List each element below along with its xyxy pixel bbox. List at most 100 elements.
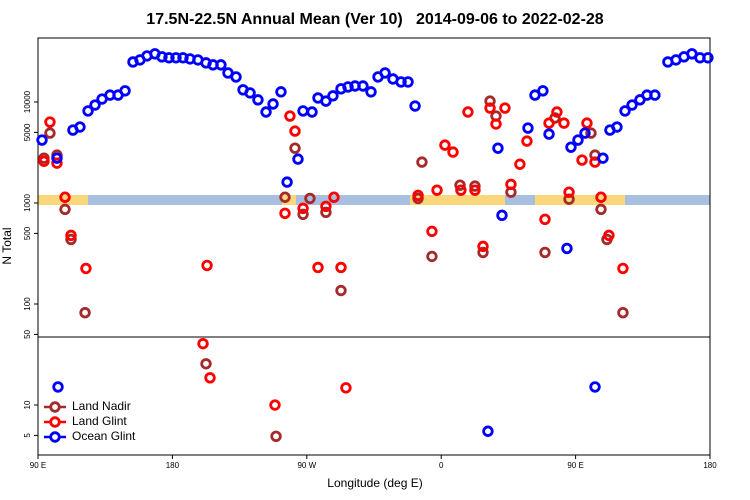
point — [447, 146, 459, 158]
point — [395, 76, 407, 88]
point — [402, 76, 414, 88]
point — [611, 121, 623, 133]
point — [357, 80, 369, 92]
point — [576, 154, 588, 166]
point — [267, 98, 279, 110]
y-axis-label: N Total — [0, 227, 14, 264]
point — [626, 99, 638, 111]
point — [270, 430, 282, 443]
series — [38, 102, 629, 411]
point — [306, 106, 318, 118]
y-tick-label: 500 — [23, 226, 32, 240]
point — [36, 134, 48, 146]
point — [51, 152, 63, 164]
point — [38, 155, 50, 167]
series — [38, 95, 629, 443]
point — [490, 118, 502, 130]
point — [252, 94, 264, 106]
point — [379, 67, 391, 79]
legend-marker — [49, 401, 61, 413]
point — [279, 191, 291, 203]
point — [521, 135, 533, 147]
point — [543, 117, 555, 129]
y-tick-label: 50 — [23, 329, 32, 338]
point — [499, 102, 511, 114]
point — [426, 225, 438, 238]
point — [328, 191, 340, 203]
x-tick-label: 90 E — [567, 461, 583, 470]
point — [312, 261, 324, 274]
point — [431, 184, 443, 196]
point — [289, 125, 301, 137]
point — [462, 106, 474, 118]
point — [342, 81, 354, 93]
point — [281, 176, 293, 188]
point — [82, 105, 94, 117]
point — [170, 52, 182, 64]
y-tick-label: 1000 — [23, 194, 32, 212]
x-tick-label: 90 W — [297, 461, 316, 470]
point — [595, 203, 607, 216]
point — [197, 337, 209, 350]
point — [469, 180, 481, 192]
point — [617, 262, 629, 275]
y-tick-label: 100 — [23, 297, 32, 311]
point — [89, 99, 101, 111]
point — [492, 142, 504, 154]
point — [65, 229, 77, 242]
point — [59, 203, 71, 216]
point — [484, 102, 496, 114]
point — [551, 106, 563, 118]
point — [44, 116, 56, 128]
point — [579, 127, 591, 139]
plot-frame — [37, 37, 711, 456]
point — [581, 117, 593, 129]
y-tick-label: 5 — [23, 433, 32, 438]
point — [156, 51, 168, 63]
point — [455, 184, 467, 196]
x-tick-label: 180 — [703, 461, 717, 470]
point — [496, 209, 508, 222]
point — [543, 128, 555, 140]
point — [340, 382, 352, 394]
x-tick-label: 90 E — [30, 461, 46, 470]
point — [409, 100, 421, 112]
point — [177, 52, 189, 64]
point — [119, 85, 131, 97]
point — [59, 191, 71, 203]
point — [297, 105, 309, 117]
point — [244, 87, 256, 99]
point — [320, 200, 332, 213]
point — [335, 284, 347, 297]
point — [603, 229, 615, 242]
point — [163, 52, 175, 64]
point — [514, 158, 526, 170]
point — [292, 153, 304, 165]
point — [365, 86, 377, 98]
point — [289, 142, 301, 154]
point — [439, 139, 451, 151]
point — [426, 250, 438, 263]
point — [617, 307, 629, 319]
series — [36, 48, 714, 437]
point — [335, 261, 347, 274]
chart-title: 17.5N-22.5N Annual Mean (Ver 10) 2014-09… — [146, 11, 604, 28]
x-tick-label: 180 — [166, 461, 180, 470]
point — [80, 262, 92, 275]
legend-label: Land Nadir — [72, 399, 131, 413]
point — [269, 399, 281, 411]
y-tick-label: 10 — [23, 400, 32, 409]
point — [454, 179, 466, 191]
point — [589, 381, 601, 393]
point — [297, 208, 309, 220]
point — [619, 105, 631, 117]
point — [416, 156, 428, 168]
point — [469, 184, 481, 196]
point — [522, 122, 534, 134]
legend-marker — [49, 431, 61, 443]
point — [563, 186, 575, 198]
point — [284, 110, 296, 122]
legend-label: Land Glint — [72, 414, 127, 428]
point — [327, 90, 339, 102]
